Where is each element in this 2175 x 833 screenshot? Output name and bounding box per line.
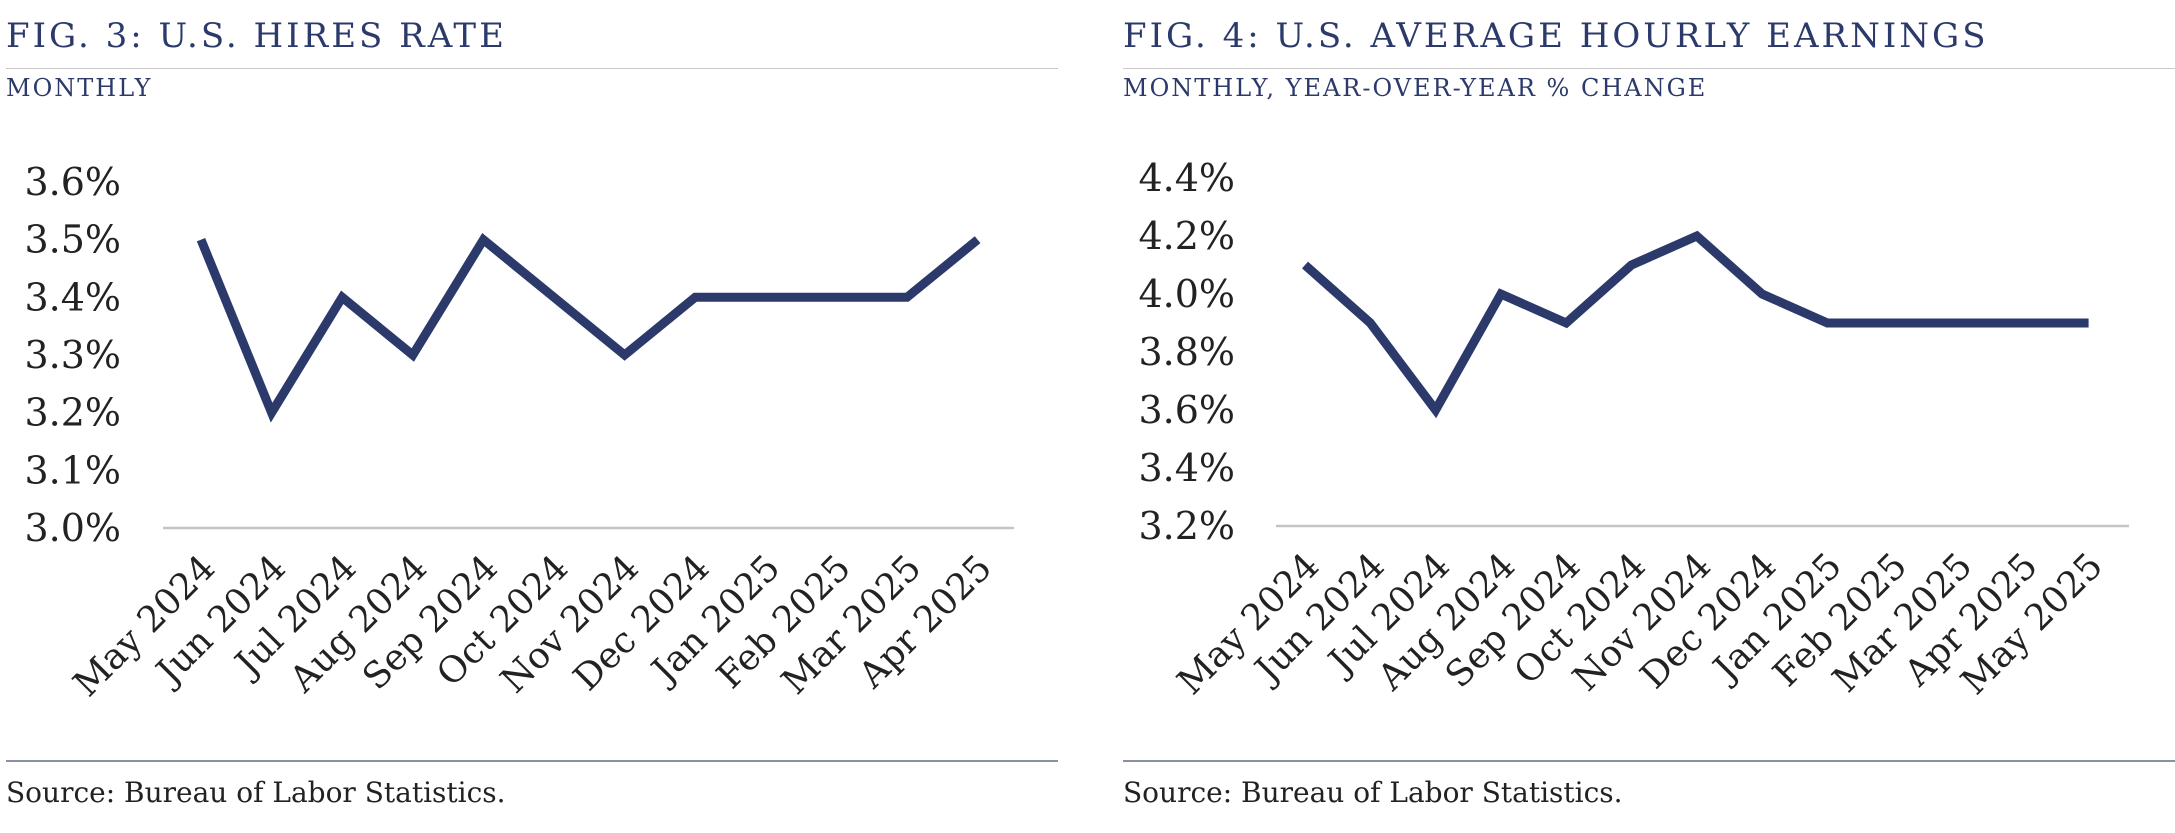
y-tick-label: 3.8% [1138,330,1235,374]
series-line [1302,230,2089,419]
y-tick-label: 3.4% [1138,446,1235,490]
y-tick-label: 4.2% [1138,214,1235,258]
chart-subtitle: MONTHLY, YEAR-OVER-YEAR % CHANGE [1123,74,1708,102]
hourly-earnings-line-chart: 3.2%3.4%3.6%3.8%4.0%4.2%4.4%May 2024Jun … [1138,156,2129,703]
y-tick-label: 4.4% [1138,156,1235,200]
y-tick-label: 4.0% [1138,272,1235,316]
source-note: Source: Bureau of Labor Statistics. [6,776,506,809]
y-tick-label: 3.6% [24,160,121,204]
y-tick-label: 3.5% [24,218,121,262]
title-divider [6,68,1058,69]
y-tick-label: 3.1% [24,448,121,492]
source-note: Source: Bureau of Labor Statistics. [1123,776,1623,809]
source-divider [6,760,1058,762]
y-tick-label: 3.2% [1138,504,1235,548]
y-tick-label: 3.0% [24,506,121,550]
chart-panel-hires-rate: FIG. 3: U.S. HIRES RATE MONTHLY 3.0% 3.1%… [6,0,1064,833]
y-tick-label: 3.4% [24,275,121,319]
chart-title: FIG. 3: U.S. HIRES RATE [6,16,507,56]
series-line [196,232,981,423]
y-tick-label: 3.2% [24,391,121,435]
y-tick-label: 3.6% [1138,388,1235,432]
hires-rate-line-chart: 3.0%3.1%3.2%3.3%3.4%3.5%3.6%May 2024Jun … [24,160,1014,705]
chart-panel-hourly-earnings: FIG. 4: U.S. AVERAGE HOURLY EARNINGS MON… [1123,0,2175,833]
chart-title: FIG. 4: U.S. AVERAGE HOURLY EARNINGS [1123,16,1989,56]
y-tick-label: 3.3% [24,333,121,377]
title-divider [1123,68,2175,69]
source-divider [1123,760,2175,762]
chart-subtitle: MONTHLY [6,74,153,102]
